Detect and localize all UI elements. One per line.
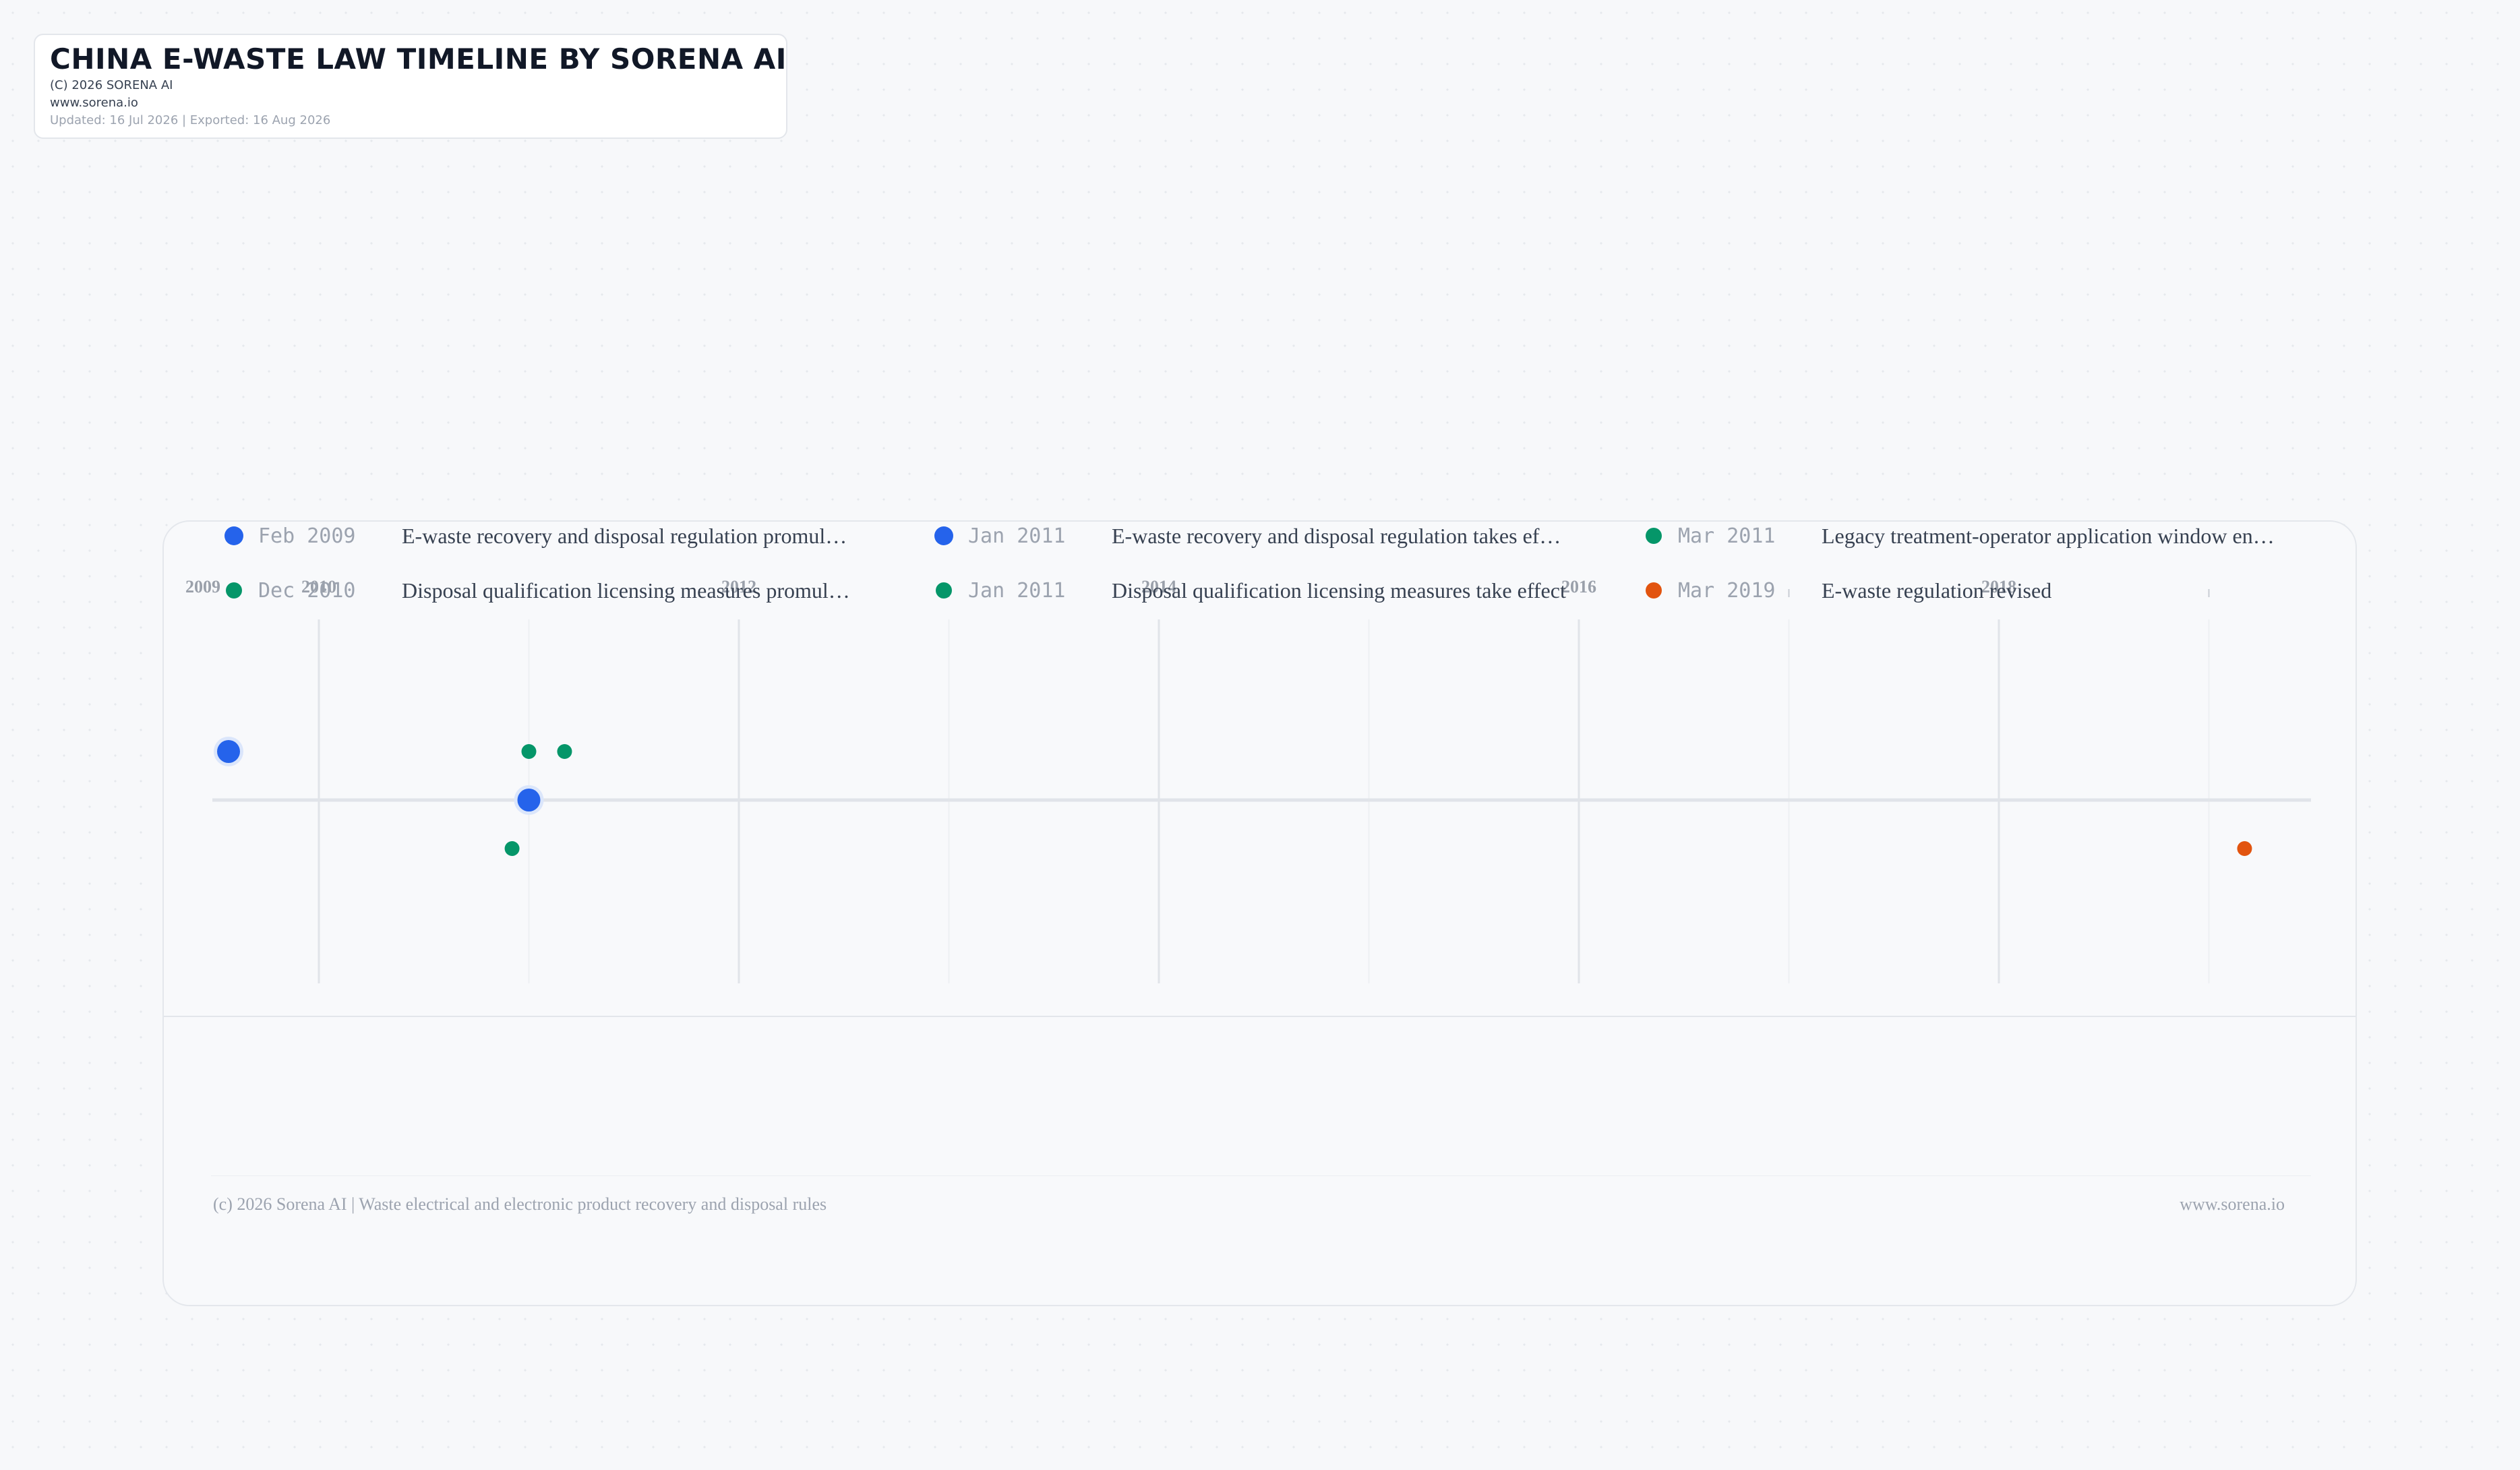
- tick-label: 2012: [721, 577, 756, 596]
- legend-date: Mar 2019: [1678, 578, 1776, 603]
- tick-label: 2016: [1561, 577, 1596, 596]
- footer-website: www.sorena.io: [2180, 1194, 2285, 1214]
- event-marker: [521, 744, 537, 759]
- legend-item: Feb 2009 E-waste recovery and disposal re…: [224, 522, 847, 549]
- timeline-plot: 2009201020122014201620182020202220242026…: [185, 577, 2311, 983]
- legend-item: Jan 2011 Disposal qualification licensing…: [934, 577, 1566, 604]
- legend-color-dot: [1646, 528, 1662, 544]
- tick-label: 2010: [301, 577, 336, 596]
- legend-date: Dec 2010: [258, 578, 356, 603]
- legend-date: Feb 2009: [258, 524, 356, 548]
- event-marker: [557, 744, 572, 759]
- updated-exported-text: Updated: 16 Jul 2026 | Exported: 16 Aug …: [50, 113, 331, 127]
- footer-caption: (c) 2026 Sorena AI | Waste electrical an…: [213, 1194, 827, 1214]
- header-card: CHINA E-WASTE LAW TIMELINE BY SORENA AI …: [34, 34, 787, 139]
- tick-label: 2014: [1141, 577, 1176, 596]
- legend-label: E-waste regulation revised: [1822, 578, 2052, 603]
- legend-color-dot: [226, 582, 242, 599]
- tick-label: 2009: [185, 577, 220, 596]
- event-marker: [504, 841, 520, 856]
- legend-divider: [164, 1016, 2356, 1017]
- legend-item: Mar 2019 E-waste regulation revised: [1644, 577, 2051, 604]
- legend-color-dot: [224, 526, 243, 545]
- legend-label: E-waste recovery and disposal regulation…: [402, 523, 847, 548]
- event-marker: [217, 740, 240, 763]
- legend-color-dot: [934, 526, 953, 545]
- page-title: CHINA E-WASTE LAW TIMELINE BY SORENA AI: [50, 42, 787, 75]
- legend-color-dot: [1646, 582, 1662, 599]
- event-marker: [2237, 841, 2252, 856]
- copyright-text: (C) 2026 SORENA AI: [50, 78, 173, 92]
- legend-label: Legacy treatment-operator application wi…: [1822, 523, 2275, 548]
- legend-item: Jan 2011 E-waste recovery and disposal re…: [934, 522, 1561, 549]
- website-text: www.sorena.io: [50, 96, 138, 110]
- legend-label: E-waste recovery and disposal regulation…: [1112, 523, 1561, 548]
- legend-label: Disposal qualification licensing measure…: [402, 578, 850, 603]
- event-marker: [517, 789, 541, 811]
- legend-item: Dec 2010 Disposal qualification licensing…: [224, 577, 850, 604]
- timeline-card: 2009201020122014201620182020202220242026…: [162, 520, 2357, 1306]
- legend-date: Jan 2011: [968, 524, 1066, 548]
- legend-color-dot: [936, 582, 952, 599]
- legend-date: Jan 2011: [968, 578, 1066, 603]
- tick-label: 2018: [1981, 577, 2016, 596]
- legend-item: Mar 2011 Legacy treatment-operator applic…: [1644, 522, 2275, 549]
- footer-divider: [211, 1175, 2311, 1176]
- legend-label: Disposal qualification licensing measure…: [1112, 578, 1566, 603]
- legend-date: Mar 2011: [1678, 524, 1776, 548]
